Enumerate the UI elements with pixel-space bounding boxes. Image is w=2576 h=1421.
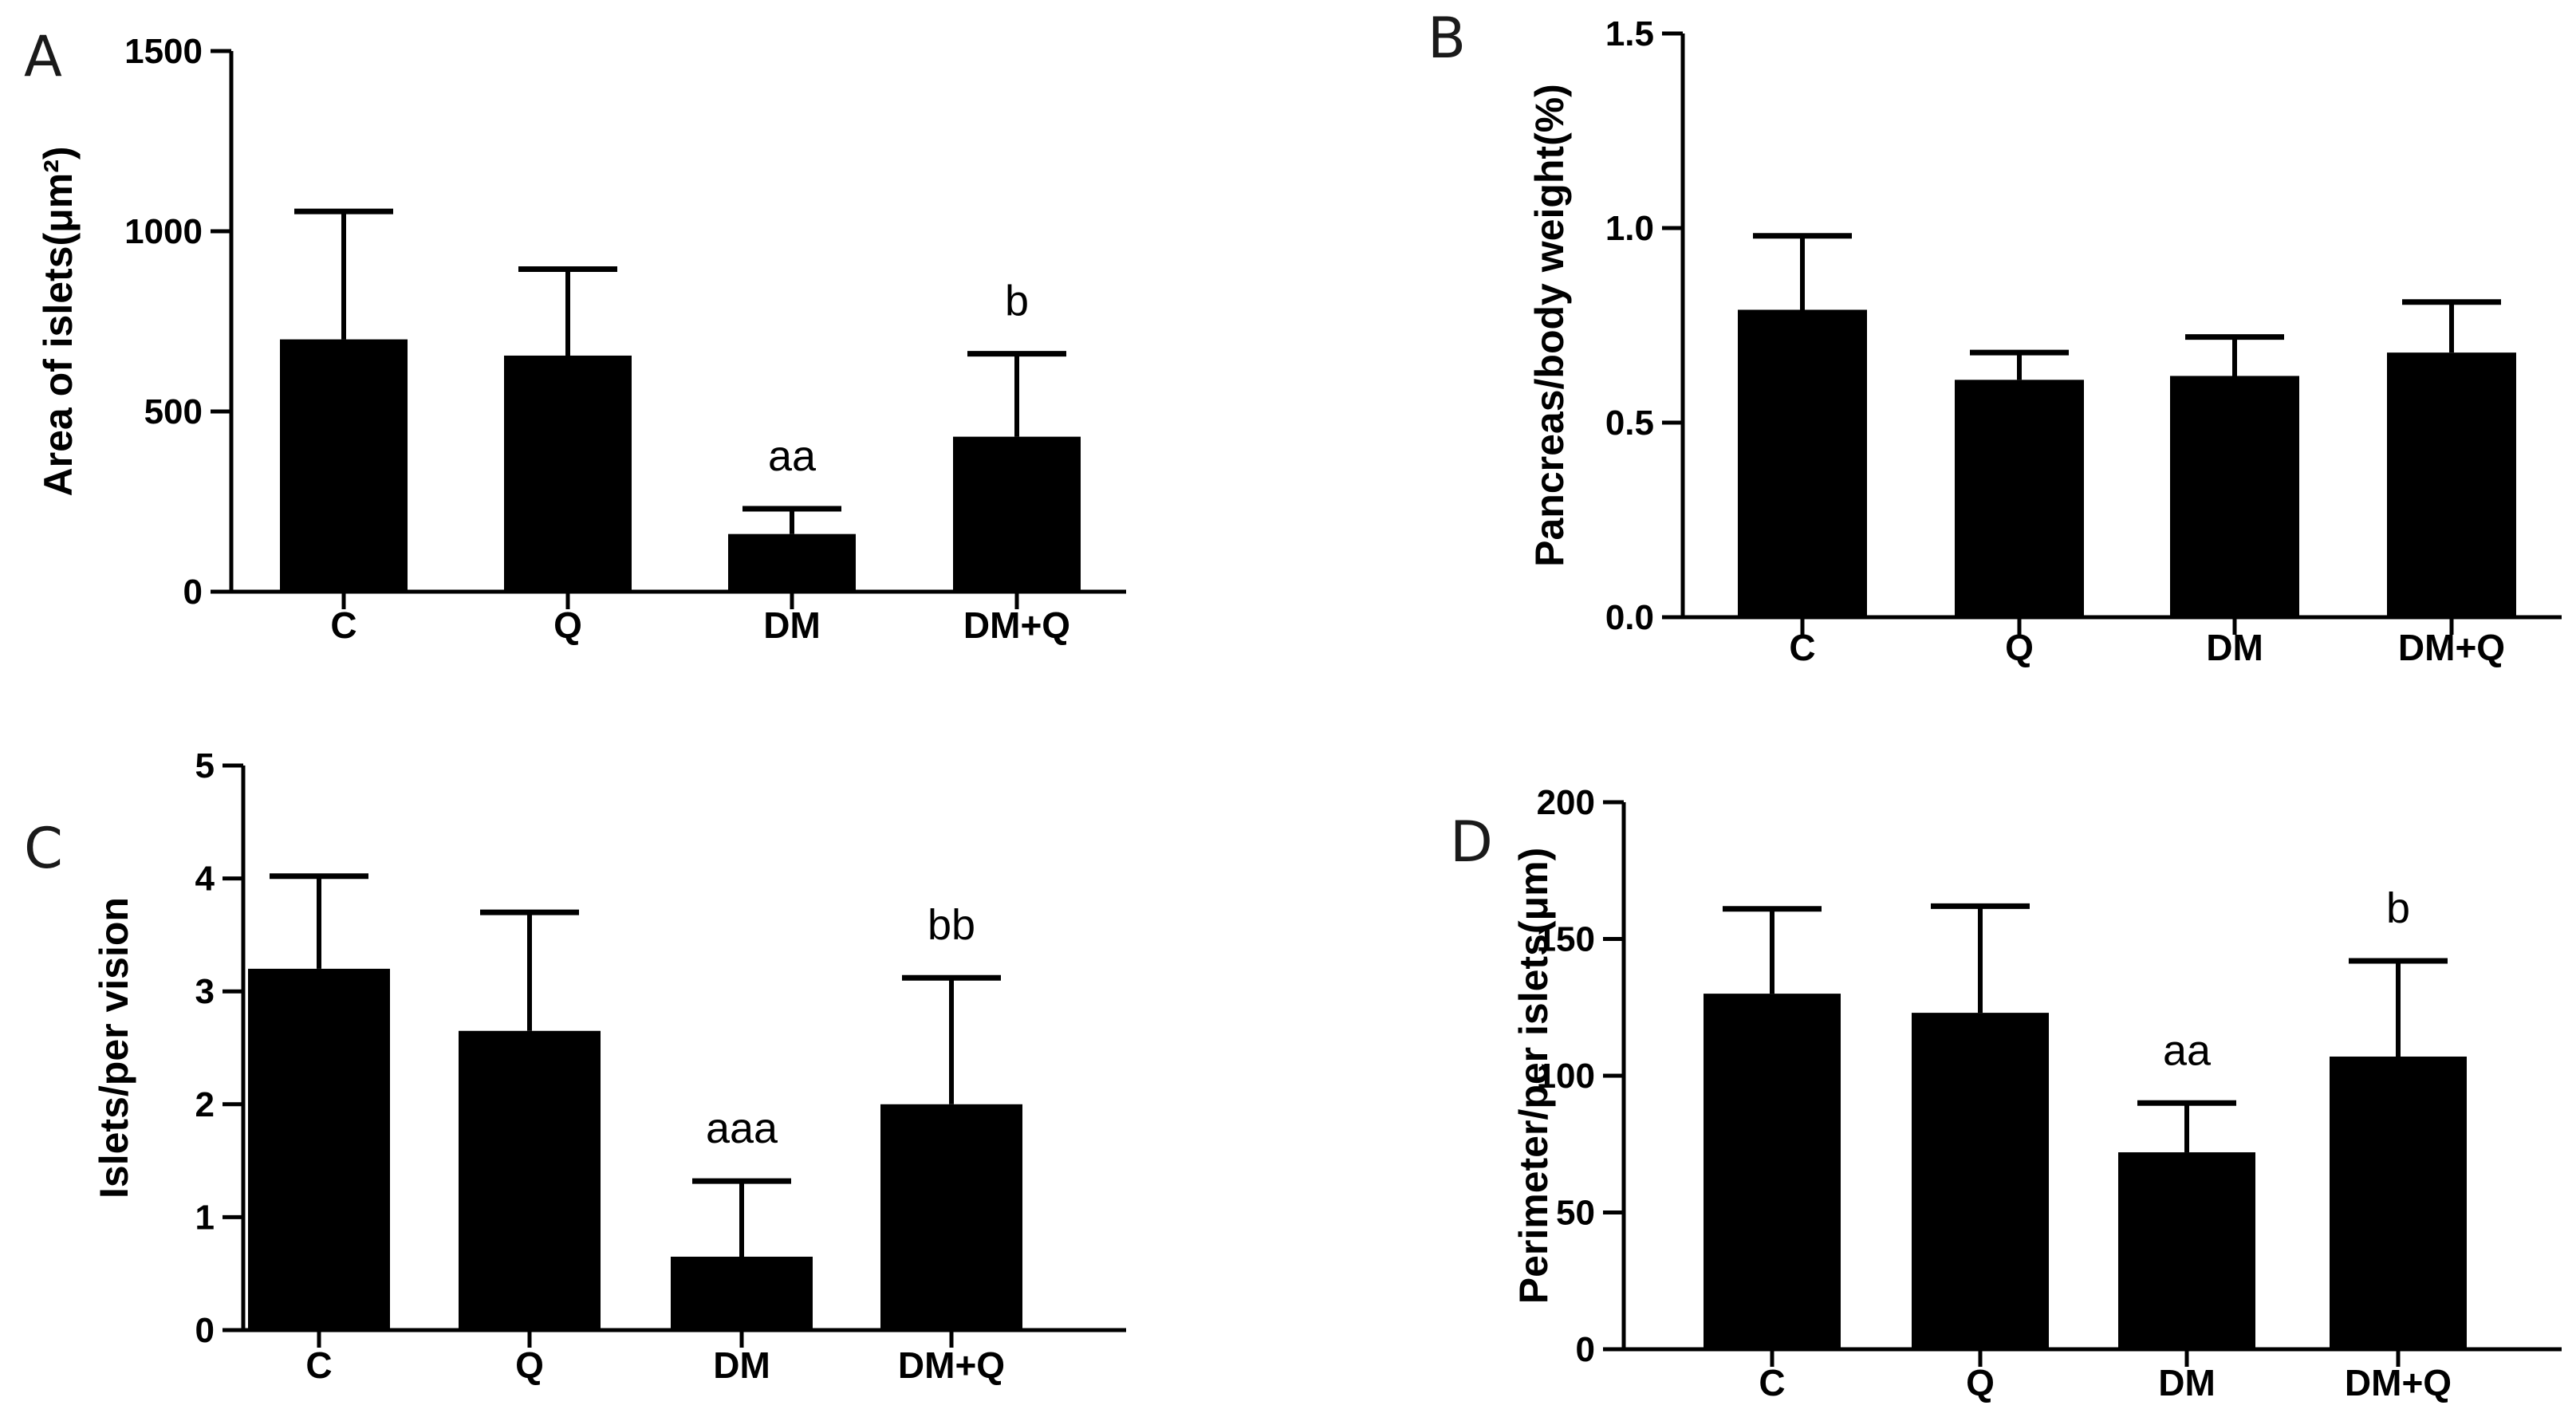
y-axis-label: Islets/per vision — [92, 897, 136, 1199]
category-label: DM+Q — [2398, 627, 2505, 668]
significance-label: bb — [928, 901, 975, 949]
panel-letter: A — [24, 24, 62, 89]
category-label: DM+Q — [2345, 1362, 2452, 1403]
bar — [504, 355, 632, 592]
panel-letter: C — [24, 816, 63, 881]
y-tick-label: 5 — [195, 746, 215, 785]
bar — [1704, 994, 1841, 1349]
y-tick-label: 200 — [1537, 783, 1595, 822]
bar — [248, 968, 390, 1330]
panel-c: C 0 1 2 3 4 5 Islets/per vision C Q DM aaa DM+Q bb — [24, 746, 1126, 1386]
panel-letter: B — [1428, 6, 1466, 71]
y-tick-label: 1500 — [124, 32, 203, 71]
bar — [671, 1256, 813, 1330]
bar — [1955, 380, 2084, 617]
y-tick-label: 500 — [144, 392, 203, 431]
y-tick-label: 0.5 — [1605, 403, 1654, 443]
y-tick-label: 0 — [1576, 1330, 1595, 1369]
y-tick-label: 4 — [195, 860, 215, 899]
category-label: C — [330, 604, 356, 646]
y-tick-label: 2 — [195, 1085, 215, 1124]
bar — [459, 1030, 601, 1330]
category-label: C — [1789, 627, 1815, 668]
y-axis-label: Pancreas/body weight(%) — [1527, 84, 1572, 567]
category-label: DM+Q — [963, 604, 1070, 646]
y-axis-label: Perimeter/per islets(μm) — [1511, 848, 1556, 1305]
significance-label: b — [2386, 884, 2410, 932]
y-tick-label: 3 — [195, 972, 215, 1011]
y-axis-label: Area of islets(μm²) — [36, 146, 81, 496]
bar — [2387, 352, 2516, 617]
category-label: Q — [553, 604, 582, 646]
category-label: Q — [1966, 1362, 1995, 1403]
panel-b: B 0.0 0.5 1.0 1.5 Pancreas/body weight(%) C Q DM… — [1428, 6, 2562, 668]
category-label: DM — [763, 604, 821, 646]
y-tick-label: 100 — [1537, 1057, 1595, 1096]
y-tick-label: 0 — [183, 573, 203, 612]
panel-d: D 0 50 100 150 200 Perimeter/per islets(μm) C Q D… — [1450, 783, 2562, 1403]
y-tick-label: 1.0 — [1605, 209, 1654, 248]
category-label: Q — [515, 1344, 544, 1386]
significance-label: b — [1005, 278, 1029, 325]
y-tick-label: 0.0 — [1605, 598, 1654, 637]
bar — [2330, 1056, 2467, 1349]
category-label: Q — [2005, 627, 2034, 668]
bar — [280, 339, 408, 592]
panel-letter: D — [1450, 809, 1493, 875]
y-tick-label: 0 — [195, 1311, 215, 1350]
significance-label: aa — [2163, 1026, 2212, 1074]
category-label: C — [1759, 1362, 1785, 1403]
bar — [1738, 309, 1867, 617]
y-tick-label: 50 — [1556, 1194, 1595, 1233]
significance-label: aa — [768, 432, 817, 480]
significance-label: aaa — [706, 1104, 778, 1152]
y-tick-label: 1.5 — [1605, 14, 1654, 53]
bar — [880, 1104, 1022, 1330]
bar — [2170, 376, 2299, 617]
bar — [953, 436, 1081, 592]
category-label: DM — [2158, 1362, 2216, 1403]
y-tick-label: 1 — [195, 1198, 215, 1237]
category-label: DM — [713, 1344, 770, 1386]
bar — [2118, 1152, 2255, 1349]
y-tick-label: 1000 — [124, 212, 203, 251]
category-label: DM — [2206, 627, 2263, 668]
y-tick-label: 150 — [1537, 920, 1595, 959]
bar — [1912, 1013, 2049, 1349]
panel-a: A 0 500 1000 1500 Area of islets(μm²) C Q DM aa DM… — [24, 24, 1126, 646]
category-label: DM+Q — [898, 1344, 1005, 1386]
bar — [728, 533, 856, 592]
category-label: C — [305, 1344, 332, 1386]
